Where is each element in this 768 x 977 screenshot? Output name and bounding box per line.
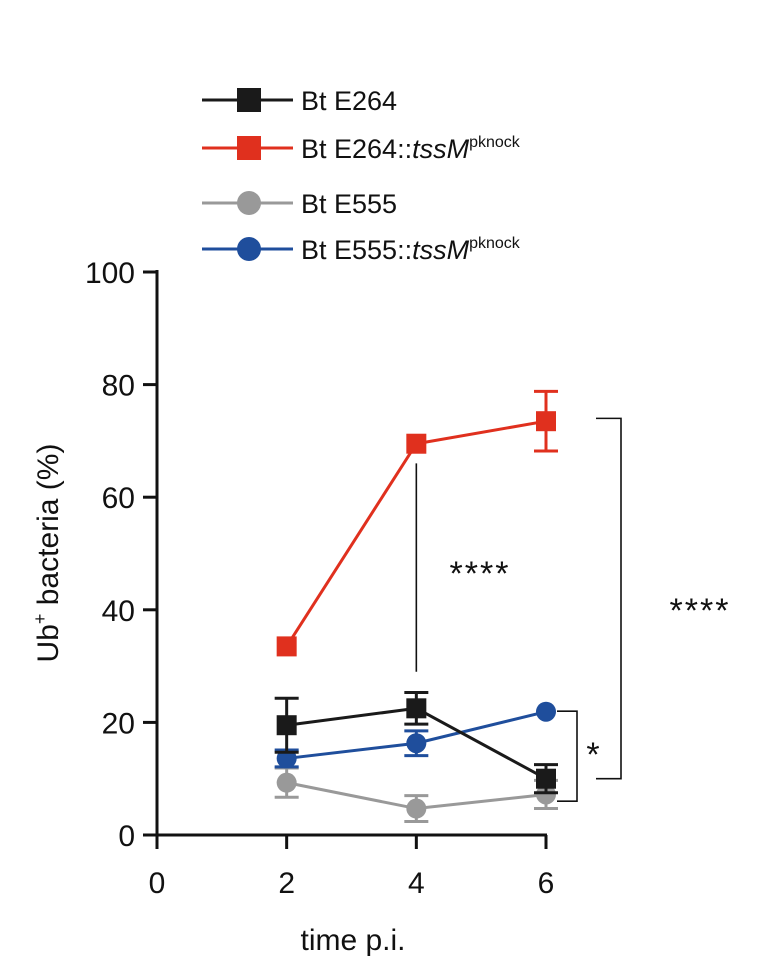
data-point (276, 636, 297, 657)
legend-label-prefix: Bt E555:: (301, 235, 412, 265)
significance-bracket (596, 417, 622, 780)
x-tick-label: 6 (538, 867, 555, 900)
significance-label: **** (670, 592, 731, 630)
y-ticks: 0 20 40 60 80 100 (85, 257, 157, 853)
legend-label: Bt E264::tssMpknock (301, 134, 521, 164)
significance-bracket (557, 710, 578, 803)
y-tick-label: 80 (102, 370, 135, 403)
x-tick-label: 2 (278, 867, 295, 900)
legend-marker (237, 191, 261, 215)
x-tick-label: 4 (408, 867, 425, 900)
y-axis-title-main: Ub (32, 624, 65, 662)
y-axis-title: Ub+ bacteria (%) (30, 444, 65, 663)
y-axis-title-rest: bacteria (%) (32, 444, 65, 614)
legend-marker (237, 88, 261, 112)
y-tick-label: 100 (85, 257, 135, 290)
legend-label: Bt E264 (301, 86, 397, 116)
x-ticks: 0 2 4 6 (149, 835, 555, 900)
data-point (406, 798, 427, 819)
y-tick-label: 40 (102, 595, 135, 628)
legend-label-sup: pknock (469, 134, 521, 151)
axes: 0 20 40 60 80 100 0 2 4 6 time p.i. Ub+ bacteria… (30, 257, 554, 957)
data-point (276, 715, 297, 736)
legend-label: Bt E555::tssMpknock (301, 235, 521, 265)
series-0 (274, 691, 558, 795)
data-point (276, 772, 297, 793)
y-axis-title-sup: + (30, 614, 50, 625)
legend-item-2: Bt E555 (202, 189, 397, 219)
significance-annotations: ********* (415, 417, 731, 803)
series-1 (276, 389, 558, 657)
x-axis-title: time p.i. (300, 924, 405, 957)
series-2 (274, 766, 558, 823)
y-tick-label: 0 (118, 820, 135, 853)
y-tick-label: 60 (102, 482, 135, 515)
data-point (536, 701, 556, 722)
plot-area (274, 389, 558, 823)
significance-label: * (586, 736, 601, 774)
significance-label: **** (450, 555, 511, 593)
data-point (536, 784, 556, 805)
data-point (406, 698, 427, 719)
legend-marker (237, 136, 261, 160)
legend-label-prefix: Bt E555 (301, 189, 397, 219)
legend-item-0: Bt E264 (202, 86, 397, 116)
legend-label-italic: tssM (412, 235, 470, 265)
legend-marker (237, 237, 261, 261)
legend-item-1: Bt E264::tssMpknock (202, 134, 521, 164)
legend-item-3: Bt E555::tssMpknock (202, 235, 521, 265)
data-point (406, 733, 427, 754)
legend-label: Bt E555 (301, 189, 397, 219)
data-point (536, 768, 556, 789)
legend-label-italic: tssM (412, 134, 470, 164)
y-tick-label: 20 (102, 707, 135, 740)
legend-label-prefix: Bt E264 (301, 86, 397, 116)
x-tick-label: 0 (149, 867, 166, 900)
data-point (406, 433, 427, 454)
legend-label-prefix: Bt E264:: (301, 134, 412, 164)
legend-label-sup: pknock (469, 235, 521, 252)
data-point (536, 411, 556, 432)
